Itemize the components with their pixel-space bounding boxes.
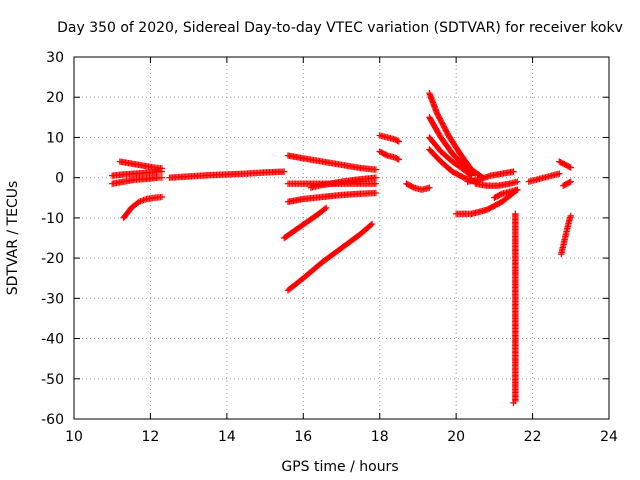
series-arc-1a [109,168,166,179]
plot-frame [73,56,610,420]
y-tick-label: -10 [41,211,64,227]
y-tick-label: -40 [41,332,64,348]
series-arc-3c [284,189,380,205]
series-arc-9c [452,186,521,218]
series-arc-6a [376,132,403,145]
y-tick-label: -60 [41,412,64,428]
x-tick-label: 16 [294,429,312,445]
series-arc-8b [426,114,479,177]
x-tick-label: 10 [65,429,83,445]
data-point [368,220,376,228]
y-tick-label: 30 [46,50,64,66]
x-tick-label: 22 [524,429,542,445]
data-point [472,170,479,177]
series-arc-11c [558,212,574,258]
y-tick-label: -50 [41,372,64,388]
data-point [323,204,330,212]
data-point [321,205,329,213]
data-points [109,90,574,407]
data-point [394,137,401,144]
data-point [567,164,574,171]
y-tick-label: -20 [41,251,64,267]
data-point [567,212,574,220]
series-arc-4 [280,204,330,242]
y-tick-label: 20 [46,90,64,106]
data-point [280,168,288,175]
data-point [510,399,517,407]
y-tick-label: 0 [55,171,64,187]
y-tick-label: -30 [41,291,64,307]
data-point [567,178,574,185]
y-axis-label: SDTVAR / TECUs [5,181,21,296]
data-point [372,189,380,197]
x-tick-label: 18 [371,429,389,445]
data-point [426,184,433,191]
series-arc-1b [109,174,166,187]
series-arc-1c [116,158,166,172]
chart-title: Day 350 of 2020, Sidereal Day-to-day VTE… [57,20,623,36]
data-point [158,193,166,201]
series-arc-9d [491,186,521,201]
series-arc-11b [559,178,574,189]
series-arc-10 [525,170,563,185]
data-point [158,165,166,172]
data-point [566,179,573,186]
series-outliers [510,210,519,407]
data-point [382,151,390,159]
grid [74,57,609,419]
data-point [158,174,166,181]
series-arc-8c [426,134,475,179]
series-arc-1d [120,193,166,222]
data-point [510,168,517,175]
x-axis-label: GPS time / hours [281,459,398,475]
x-tick-label: 24 [600,429,618,445]
data-point [395,138,403,145]
x-tick-label: 20 [447,429,465,445]
axis-ticks: 10 12 14 16 18 20 22 24 30 20 10 0 -10 -20 -30 -40 -50 -6… [41,50,618,445]
data-point [514,186,521,193]
data-point [395,156,403,163]
y-tick-label: 10 [46,130,64,146]
data-point [394,155,401,163]
data-point [409,183,417,191]
data-point [556,170,563,177]
data-point [566,163,573,171]
series-arc-3d [307,174,380,191]
data-point [367,221,375,229]
data-point [514,178,521,185]
data-point [372,174,380,181]
data-point [466,171,474,178]
series-arc-2 [166,168,288,181]
x-tick-label: 12 [142,429,160,445]
series-arc-9a [464,168,517,185]
series-arc-6b [376,148,403,163]
data-point [372,180,380,187]
series-arc-11a [556,158,574,171]
series-arc-5 [284,220,376,294]
data-point [372,166,380,173]
series-arc-8a [426,90,487,181]
series-arc-3a [284,152,380,173]
x-tick-label: 14 [218,429,236,445]
series-arc-7 [403,180,433,193]
data-point [497,191,504,198]
series-arc-9b [472,178,521,189]
